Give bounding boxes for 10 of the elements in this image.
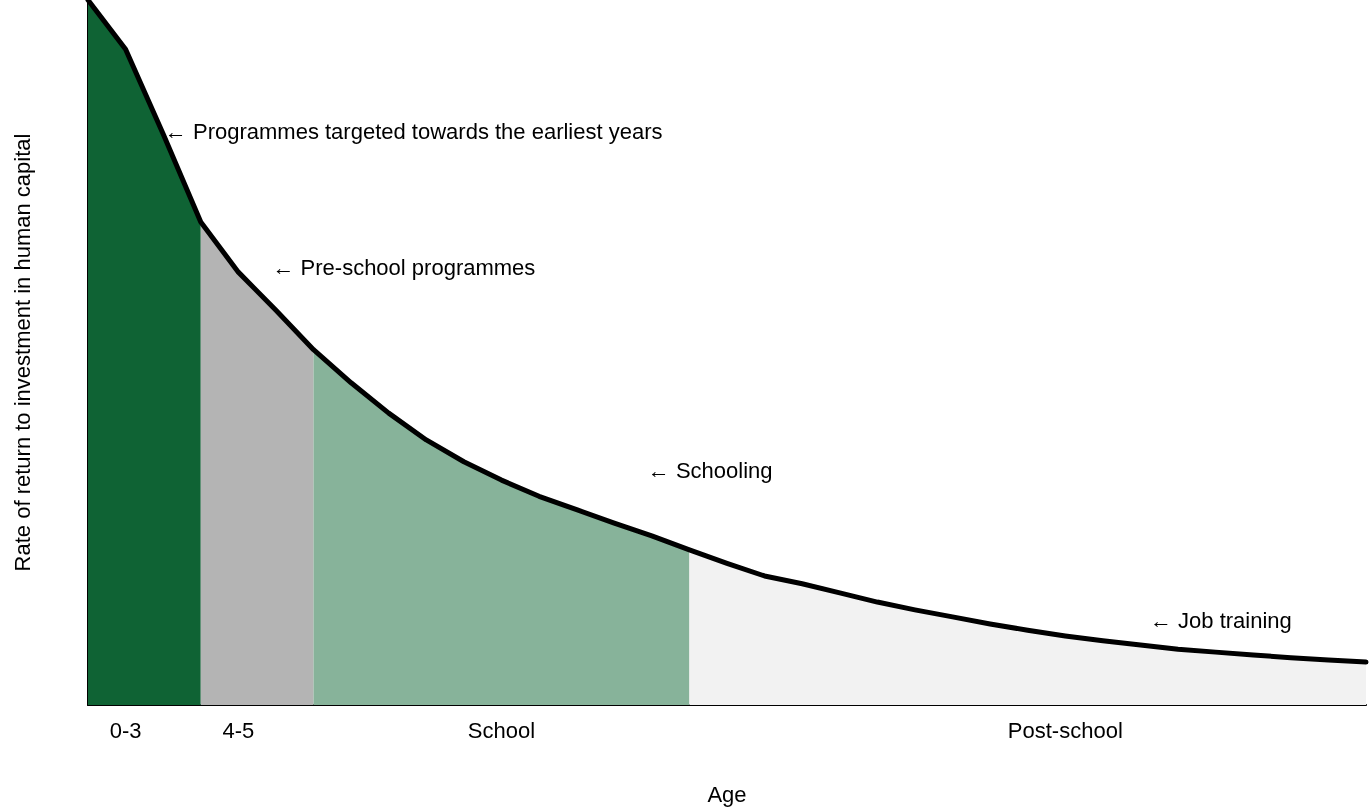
y-axis-title: Rate of return to investment in human capital (9, 133, 35, 572)
annotation: ← Programmes targeted towards the earliest years (164, 118, 663, 144)
annotation: ← Schooling (647, 457, 773, 483)
x-axis-title: Age (707, 781, 747, 807)
x-tick-label: 4-5 (222, 717, 255, 743)
annotation: ← Job training (1149, 607, 1292, 633)
x-tick-label: 0-3 (109, 717, 142, 743)
x-tick-label: School (467, 717, 536, 743)
x-tick-label: Post-school (1007, 717, 1123, 743)
annotation: ← Pre-school programmes (272, 255, 536, 281)
